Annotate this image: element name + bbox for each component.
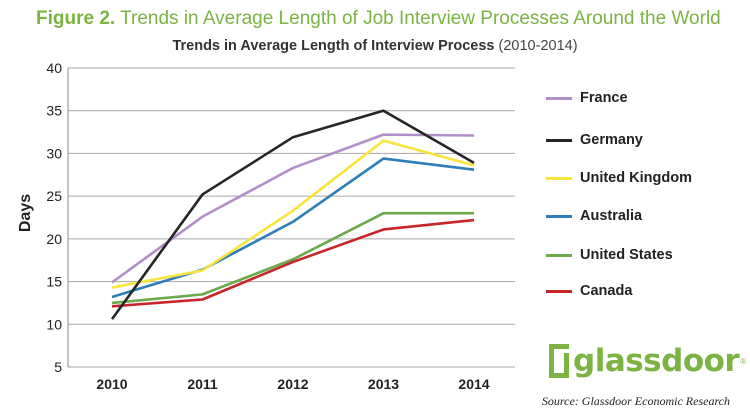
x-tick-label: 2014 <box>458 376 489 392</box>
y-tick-label: 20 <box>46 231 62 247</box>
x-tick-label: 2010 <box>96 376 127 392</box>
glassdoor-logo-text: glassdoor <box>573 343 740 379</box>
chart-title-text: Trends in Average Length of Interview Pr… <box>172 38 495 54</box>
legend-swatch <box>546 96 572 100</box>
x-tick-labels: 2010 2011 2012 2013 2014 <box>96 376 489 392</box>
series-line-germany <box>110 109 475 320</box>
legend-item-canada: Canada <box>546 283 632 299</box>
legend-item-france: France <box>546 90 628 106</box>
x-tick-label: 2011 <box>187 376 218 392</box>
y-tick-label: 30 <box>46 145 62 161</box>
figure-title: Figure 2. Trends in Average Length of Jo… <box>36 8 721 30</box>
legend-swatch <box>546 176 572 180</box>
legend-label: Canada <box>580 283 633 299</box>
series-line-canada <box>111 218 475 308</box>
chart-title: Trends in Average Length of Interview Pr… <box>0 38 750 54</box>
legend-swatch <box>546 138 572 142</box>
legend-item-united-states: United States <box>546 247 673 263</box>
y-tick-label: 35 <box>46 103 62 119</box>
legend-label: United States <box>580 247 673 263</box>
legend-swatch <box>546 253 572 257</box>
y-tick-label: 25 <box>46 188 62 204</box>
legend-swatch <box>546 214 572 218</box>
legend-swatch <box>546 289 572 293</box>
y-tick-labels: 5 10 15 20 25 30 35 40 <box>46 60 62 375</box>
series-line-australia <box>111 157 475 299</box>
x-tick-label: 2012 <box>277 376 308 392</box>
y-tick-label: 15 <box>46 274 62 290</box>
legend-label: Australia <box>580 208 643 224</box>
figure-title-text: Trends in Average Length of Job Intervie… <box>120 8 721 29</box>
series-line-france <box>111 133 475 284</box>
series-line-united-states <box>111 211 474 305</box>
legend-item-australia: Australia <box>546 208 642 224</box>
chart-title-range: (2010-2014) <box>498 38 578 54</box>
legend-item-united-kingdom: United Kingdom <box>546 170 692 186</box>
y-tick-label: 10 <box>46 316 62 332</box>
legend-label: Germany <box>580 132 643 148</box>
glassdoor-mark-icon <box>549 344 569 378</box>
legend-item-germany: Germany <box>546 132 643 148</box>
y-tick-label: 5 <box>54 359 62 375</box>
y-tick-label: 40 <box>46 60 62 76</box>
x-tick-label: 2013 <box>368 376 399 392</box>
registered-mark: ® <box>740 356 747 366</box>
legend-label: France <box>580 90 628 106</box>
glassdoor-logo: glassdoor ® <box>548 343 746 379</box>
figure-label: Figure 2. <box>36 8 116 29</box>
source-note: Source: Glassdoor Economic Research <box>541 394 730 408</box>
y-axis-label: Days <box>17 194 34 232</box>
legend-label: United Kingdom <box>580 170 692 186</box>
series-lines <box>110 109 475 320</box>
series-line-united-kingdom <box>111 139 475 289</box>
grid-lines <box>67 67 515 368</box>
